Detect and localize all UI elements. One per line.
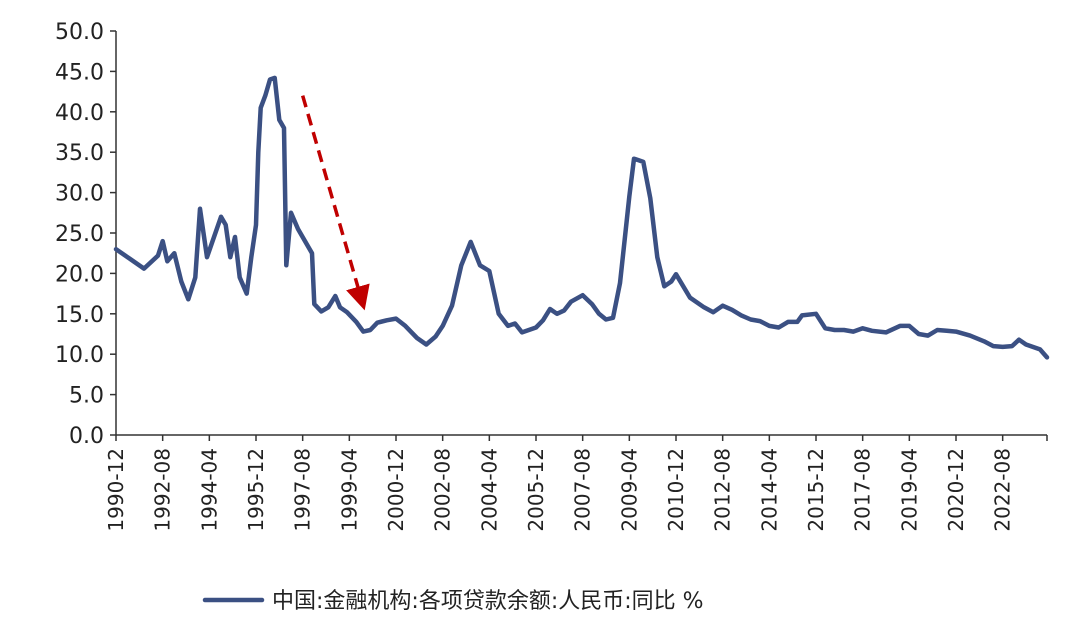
y-tick-label: 30.0 (55, 182, 104, 207)
trend-arrow-annotation (300, 95, 370, 311)
y-tick-label: 45.0 (55, 60, 104, 85)
legend-label: 中国:金融机构:各项贷款余额:人民币:同比 % (272, 589, 704, 614)
y-tick-label: 15.0 (55, 303, 104, 328)
legend: 中国:金融机构:各项贷款余额:人民币:同比 % (202, 589, 704, 614)
x-tick-label: 1997-08 (291, 448, 315, 532)
y-tick-label: 5.0 (69, 384, 104, 409)
y-tick-label: 25.0 (55, 222, 104, 247)
x-tick-label: 2007-08 (571, 448, 595, 532)
x-tick-label: 2020-12 (944, 448, 968, 532)
y-tick-label: 50.0 (55, 20, 104, 45)
x-tick-label: 2014-04 (757, 448, 781, 532)
x-tick-label: 1992-08 (151, 448, 175, 532)
y-tick-label: 10.0 (55, 343, 104, 368)
x-axis-ticks: 1990-12 1992-08 1994-04 1995-12 1997-08 1999-… (104, 435, 1048, 532)
x-tick-label: 2022-08 (991, 448, 1015, 532)
y-axis-ticks: 0.0 5.0 10.0 15.0 20.0 25.0 30.0 35.0 40.0 45.0 50… (55, 20, 116, 449)
x-tick-label: 2015-12 (804, 448, 828, 532)
x-tick-label: 2004-04 (477, 448, 501, 532)
x-tick-label: 2009-04 (617, 448, 641, 532)
x-tick-label: 1995-12 (244, 448, 268, 532)
x-tick-label: 2012-08 (711, 448, 735, 532)
y-tick-label: 35.0 (55, 141, 104, 166)
x-tick-label: 1994-04 (197, 448, 221, 532)
x-tick-label: 2019-04 (897, 448, 921, 532)
x-tick-label: 2000-12 (384, 448, 408, 532)
x-tick-label: 2005-12 (524, 448, 548, 532)
x-tick-label: 2010-12 (664, 448, 688, 532)
x-tick-label: 1999-04 (337, 448, 361, 532)
x-tick-label: 2002-08 (431, 448, 455, 532)
x-tick-label: 1990-12 (104, 448, 128, 532)
series-line (113, 75, 1050, 360)
y-tick-label: 40.0 (55, 101, 104, 126)
y-tick-label: 20.0 (55, 262, 104, 287)
y-tick-label: 0.0 (69, 424, 104, 449)
x-tick-label: 2017-08 (851, 448, 875, 532)
